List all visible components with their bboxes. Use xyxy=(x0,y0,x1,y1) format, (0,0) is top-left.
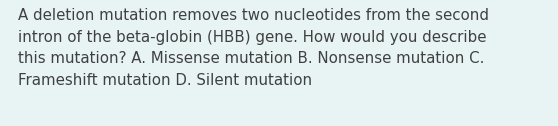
Text: A deletion mutation removes two nucleotides from the second
intron of the beta-g: A deletion mutation removes two nucleoti… xyxy=(18,8,489,88)
